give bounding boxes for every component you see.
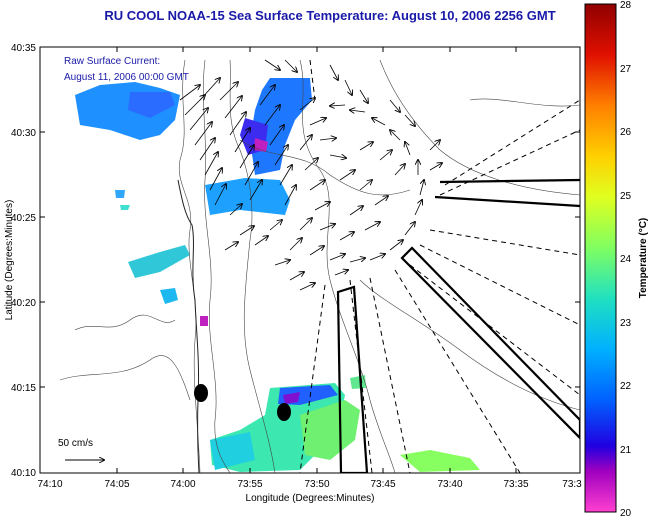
y-tick-label: 40:10 [11,468,36,479]
y-tick-label: 40:20 [11,298,36,309]
x-tick-label: 73:45 [370,479,395,490]
sst-patches [75,78,480,472]
colorbar [584,3,617,513]
colorbar-tick-label: 25 [620,191,632,202]
x-tick-marks [116,47,517,473]
map-title: RU COOL NOAA-15 Sea Surface Temperature:… [104,8,556,23]
colorbar-tick-label: 26 [620,127,632,138]
y-tick-label: 40:30 [11,128,36,139]
x-tick-label: 73:50 [304,479,329,490]
y-axis-label: Latitude (Degrees:Minutes) [4,200,15,321]
colorbar-tick-label: 23 [620,318,632,329]
x-tick-label: 74:00 [170,479,195,490]
scale-label: 50 cm/s [58,438,93,449]
x-tick-label: 74:05 [104,479,129,490]
colorbar-tick-label: 22 [620,381,632,392]
bathymetry-contours [59,59,580,473]
y-axis: 40:35 40:30 40:25 40:20 40:15 40:10 [11,43,36,479]
y-tick-label: 40:25 [11,213,36,224]
radar-range-lines [299,59,580,473]
annotation-line-2: August 11, 2006 00:00 GMT [64,72,189,83]
colorbar-tick-label: 28 [620,0,632,11]
y-tick-marks [40,131,580,388]
coastline [177,179,200,473]
x-axis: 74:10 74:05 74:00 73:55 73:50 73:45 73:4… [37,479,582,490]
colorbar-tick-label: 27 [620,64,632,75]
x-tick-label: 73:3 [562,479,582,490]
x-axis-label: Longitude (Degrees:Minutes) [246,493,375,504]
current-vectors [179,59,442,291]
x-tick-label: 73:55 [237,479,262,490]
station-marker-a [194,384,208,402]
annotation-line-1: Raw Surface Current: [64,56,160,67]
y-tick-label: 40:35 [11,43,36,54]
station-marker-b [277,403,291,421]
x-tick-label: 74:10 [37,479,62,490]
colorbar-tick-label: 20 [620,508,632,518]
x-tick-label: 73:40 [437,479,462,490]
x-tick-label: 73:35 [503,479,528,490]
colorbar-label: Temperature (°C) [638,218,649,299]
transect-boxes [336,178,580,473]
colorbar-tick-label: 21 [620,445,632,456]
y-tick-label: 40:15 [11,383,36,394]
colorbar-tick-label: 24 [620,254,632,265]
colorbar-ticks: 28 27 26 25 24 23 22 21 20 [620,0,632,518]
